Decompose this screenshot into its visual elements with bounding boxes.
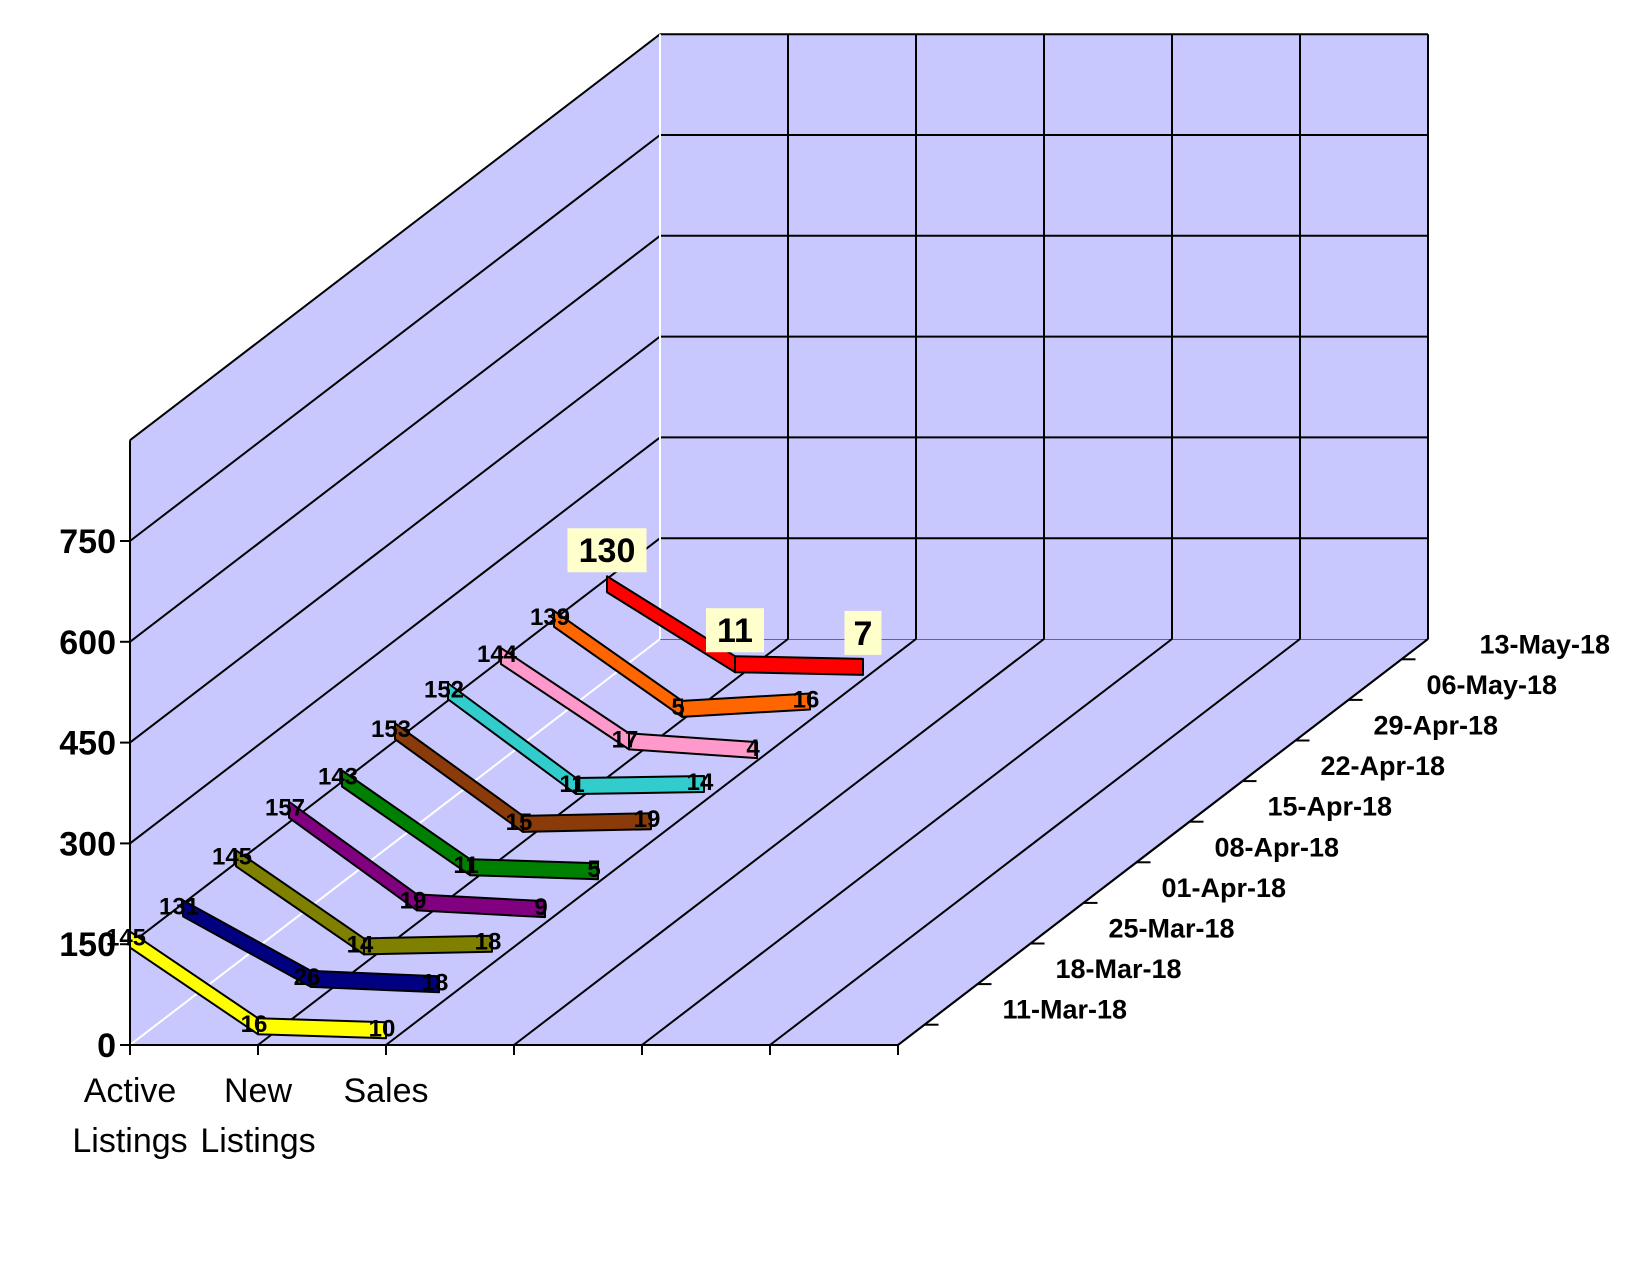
- side-wall-gridline: [129, 235, 661, 643]
- y-tick-label: 600: [59, 624, 116, 662]
- data-label: 16: [241, 1011, 268, 1038]
- data-label: 7: [854, 615, 873, 653]
- data-label: 17: [612, 726, 639, 753]
- side-wall-gridline: [129, 436, 661, 845]
- y-tick-label: 0: [97, 1027, 116, 1065]
- series-ribbon-segment: [628, 732, 758, 760]
- series-ribbon-segment: [469, 858, 599, 881]
- data-label: 145: [106, 925, 146, 952]
- depth-tick-label: 25-Mar-18: [1109, 914, 1235, 944]
- data-label-box: [844, 610, 882, 655]
- y-tick-label: 450: [59, 725, 116, 763]
- depth-tick-label: 15-Apr-18: [1268, 792, 1393, 822]
- series-13-may-18: 130 11 7: [567, 528, 882, 676]
- floor-gridline: [641, 638, 1173, 1046]
- data-label: 10: [369, 1015, 396, 1042]
- depth-tick-label: 01-Apr-18: [1162, 873, 1287, 903]
- depth-axis: [897, 638, 1429, 1046]
- data-label: 15: [506, 809, 533, 836]
- series-11-mar-18: 145 16 10: [106, 925, 395, 1043]
- series-ribbon-segment: [734, 655, 864, 676]
- data-label: 26: [294, 964, 321, 991]
- y-tick-label: 750: [59, 523, 116, 561]
- series-ribbon-segment: [310, 969, 440, 994]
- data-label: 144: [477, 641, 518, 668]
- data-label: 130: [579, 532, 636, 570]
- data-label: 18: [475, 929, 502, 956]
- x-tick-label-active: Active Listings: [72, 1072, 187, 1160]
- floor-gridline: [769, 638, 1301, 1046]
- series-06-may-18: 139 5 16: [530, 604, 819, 721]
- data-label: 14: [687, 769, 714, 796]
- series-29-apr-18: 144 17 4: [477, 641, 760, 762]
- data-label: 143: [318, 764, 358, 791]
- data-label: 5: [587, 856, 600, 883]
- floor-gridline: [513, 638, 1045, 1046]
- series-ribbon-segment: [575, 774, 705, 796]
- depth-tick-label: 29-Apr-18: [1374, 711, 1499, 741]
- data-label: 16: [793, 686, 820, 713]
- depth-tick-label: 06-May-18: [1427, 670, 1558, 700]
- floor-gridline: [385, 638, 917, 1046]
- series-ribbon-segment: [522, 812, 652, 833]
- data-label: 19: [634, 806, 661, 833]
- side-wall-gridline: [129, 537, 661, 945]
- side-wall-gridline: [129, 33, 661, 441]
- data-label: 157: [265, 795, 305, 822]
- data-label: 145: [212, 843, 252, 870]
- y-tick-label: 150: [59, 926, 116, 964]
- series-ribbon-segment: [681, 692, 811, 718]
- data-label-box: [706, 608, 764, 653]
- data-label: 19: [400, 887, 427, 914]
- x-tick-label-sales: Sales: [343, 1072, 428, 1110]
- x-tick-label-new: New Listings: [200, 1072, 315, 1160]
- data-label: 131: [159, 893, 199, 920]
- side-wall-gridline: [129, 335, 661, 744]
- data-label: 18: [422, 969, 449, 996]
- depth-tick-label: 22-Apr-18: [1321, 751, 1446, 781]
- series-ribbon-segment: [257, 1017, 387, 1040]
- data-label: 4: [746, 735, 760, 762]
- data-label-box: [567, 528, 647, 573]
- side-wall-gridline: [129, 134, 661, 542]
- depth-tick-label: 13-May-18: [1480, 629, 1611, 659]
- series-25-mar-18: 145 14 18: [212, 843, 501, 958]
- depth-tick-label: 11-Mar-18: [1003, 995, 1128, 1025]
- data-label: 11: [717, 612, 753, 650]
- series-18-mar-18: 131 26 18: [159, 893, 448, 996]
- data-label: 11: [453, 852, 478, 879]
- series-01-apr-18: 157 19 9: [265, 795, 548, 921]
- series-ribbon-segment: [363, 934, 493, 956]
- series-22-apr-18: 152 11 14: [424, 676, 714, 798]
- data-label: 14: [347, 931, 374, 958]
- y-tick-label: 300: [59, 825, 116, 863]
- series-08-apr-18: 143 11 5: [318, 764, 601, 884]
- data-label: 153: [371, 716, 411, 743]
- depth-tick-label: 08-Apr-18: [1215, 832, 1340, 862]
- data-label: 11: [559, 771, 584, 798]
- series-15-apr-18: 153 15 19: [371, 716, 660, 836]
- data-label: 9: [534, 894, 547, 921]
- data-label: 5: [671, 694, 684, 721]
- depth-tick-label: 18-Mar-18: [1056, 954, 1182, 984]
- data-label: 152: [424, 676, 464, 703]
- data-label: 139: [530, 604, 570, 631]
- series-ribbon-segment: [416, 893, 546, 919]
